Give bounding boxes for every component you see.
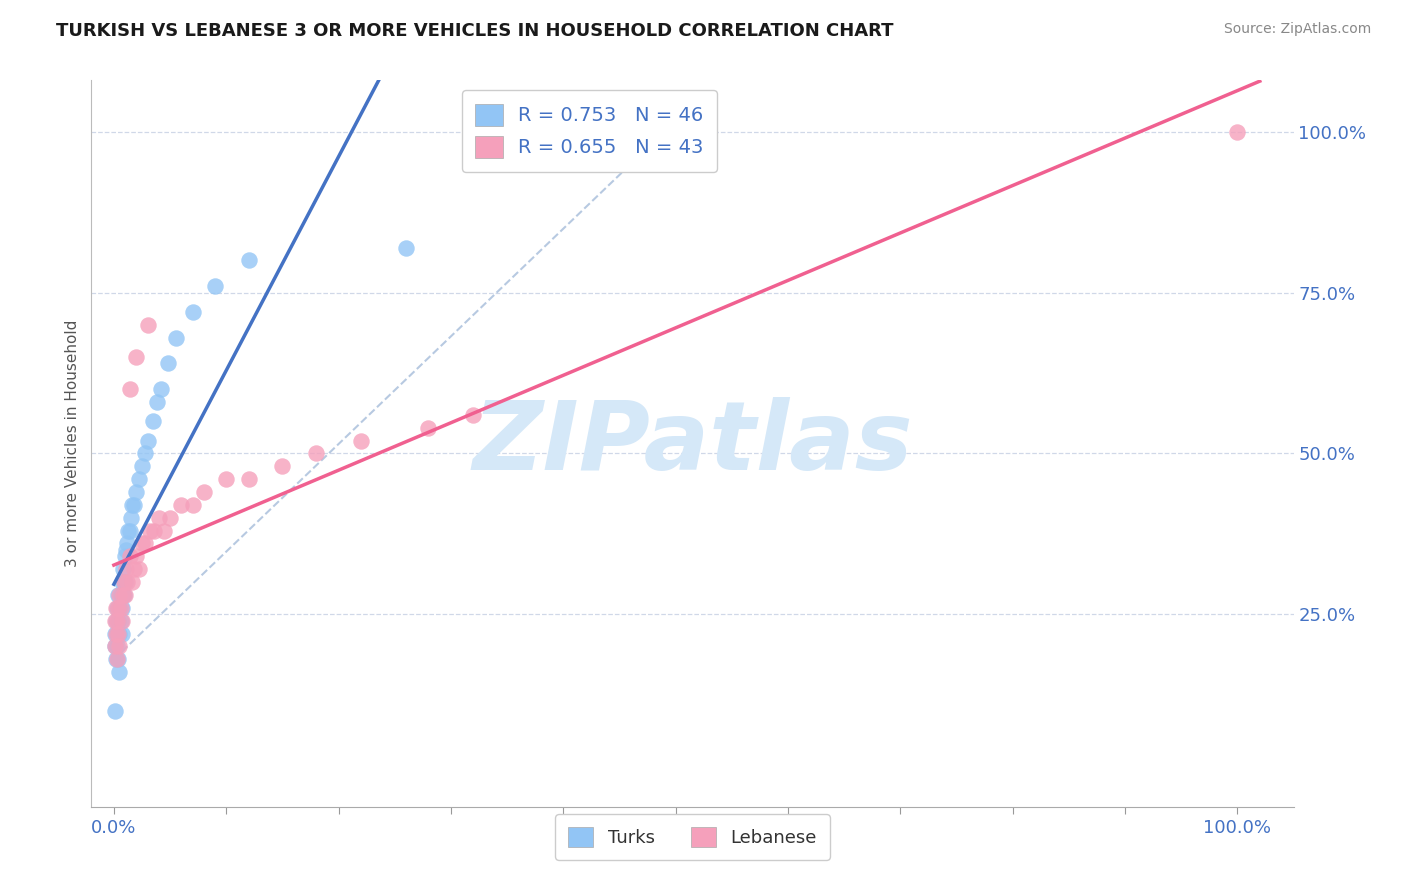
Point [108,588,131,602]
Point [108,626,131,640]
Point [118,549,141,564]
Point [111,600,134,615]
Point [111,588,134,602]
Point [122,498,145,512]
Point [238,472,260,486]
Point [107,652,129,666]
Point [204,279,226,293]
Point [125,549,148,564]
Point [150,382,173,396]
Point [107,614,129,628]
Point [114,588,136,602]
Point [128,562,150,576]
Point [110,600,132,615]
Point [142,414,165,428]
Point [148,510,170,524]
Point [105,652,128,666]
Point [115,562,138,576]
Point [105,614,128,628]
Point [134,446,156,460]
Point [107,588,129,602]
Point [120,510,142,524]
Point [105,652,128,666]
Point [118,524,141,538]
Point [107,626,129,640]
Point [108,600,131,615]
Point [117,536,139,550]
Point [105,640,128,654]
Point [104,640,127,654]
Point [122,562,145,576]
Point [156,356,179,370]
Point [271,459,294,474]
Point [110,588,132,602]
Point [105,626,128,640]
Point [111,575,134,590]
Point [143,524,166,538]
Point [121,498,143,512]
Point [131,536,153,550]
Point [108,665,131,680]
Point [117,575,139,590]
Point [112,588,135,602]
Point [112,575,135,590]
Point [153,524,176,538]
Legend: Turks, Lebanese: Turks, Lebanese [555,814,830,860]
Point [114,575,136,590]
Point [463,408,485,422]
Point [118,382,141,396]
Point [136,318,159,332]
Point [215,472,238,486]
Point [139,524,162,538]
Point [128,472,150,486]
Point [131,459,153,474]
Point [193,485,215,500]
Point [104,704,127,718]
Text: ZIPatlas: ZIPatlas [472,397,912,491]
Point [114,549,136,564]
Point [110,614,132,628]
Point [111,562,134,576]
Point [350,434,373,448]
Point [117,524,139,538]
Point [170,498,193,512]
Y-axis label: 3 or more Vehicles in Household: 3 or more Vehicles in Household [65,320,80,567]
Point [105,600,128,615]
Point [125,350,148,364]
Text: Source: ZipAtlas.com: Source: ZipAtlas.com [1223,22,1371,37]
Point [159,510,181,524]
Point [121,575,143,590]
Point [111,626,134,640]
Point [111,614,134,628]
Point [125,485,148,500]
Point [105,626,128,640]
Point [181,305,204,319]
Point [104,640,127,654]
Point [107,600,129,615]
Point [238,253,260,268]
Point [145,395,167,409]
Point [418,420,440,434]
Point [111,588,134,602]
Point [105,614,128,628]
Point [105,600,128,615]
Point [104,614,127,628]
Point [136,434,159,448]
Point [165,330,187,344]
Point [181,498,204,512]
Point [305,446,328,460]
Point [112,575,135,590]
Point [1226,125,1249,139]
Text: TURKISH VS LEBANESE 3 OR MORE VEHICLES IN HOUSEHOLD CORRELATION CHART: TURKISH VS LEBANESE 3 OR MORE VEHICLES I… [56,22,894,40]
Point [115,543,138,558]
Point [108,640,131,654]
Point [134,536,156,550]
Point [104,626,127,640]
Point [395,241,418,255]
